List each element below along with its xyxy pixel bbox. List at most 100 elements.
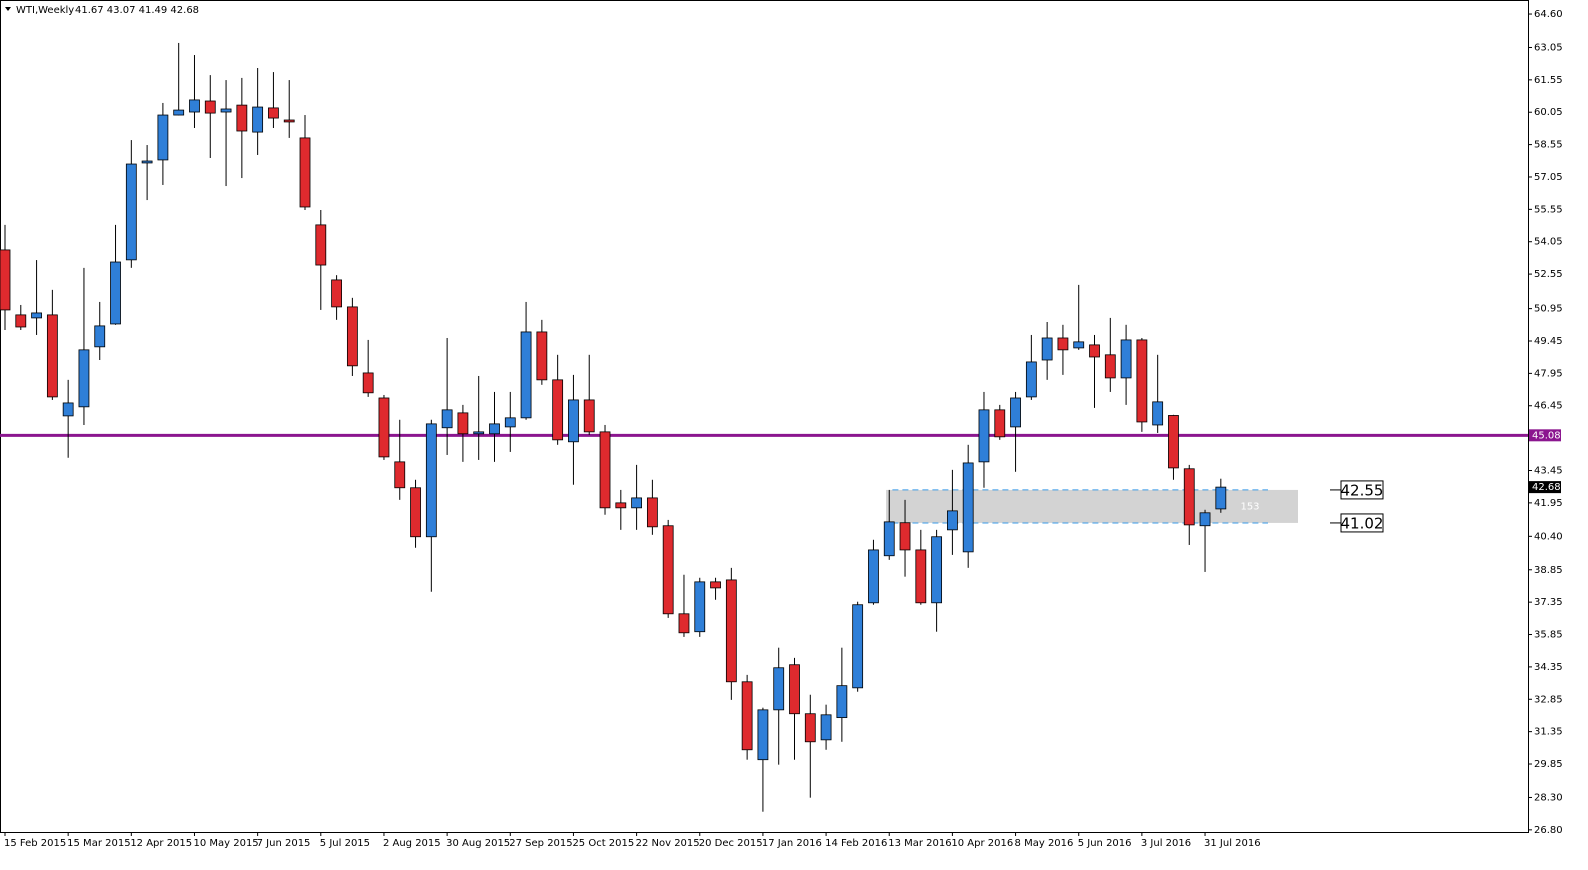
y-tick-label: 29.85 bbox=[1534, 759, 1563, 770]
candle-body bbox=[1199, 512, 1211, 527]
candle-body bbox=[173, 109, 185, 116]
candle-body bbox=[1120, 339, 1132, 379]
candle-body bbox=[441, 409, 453, 429]
y-tick-label: 52.55 bbox=[1534, 269, 1563, 280]
candle-body bbox=[394, 461, 406, 489]
x-tick-label: 31 Jul 2016 bbox=[1204, 838, 1261, 849]
x-tick-label: 15 Mar 2015 bbox=[67, 838, 130, 849]
x-tick-label: 10 Apr 2016 bbox=[951, 838, 1013, 849]
candle-body bbox=[915, 549, 927, 604]
y-tick-label: 31.35 bbox=[1534, 727, 1563, 738]
candle-body bbox=[489, 423, 500, 435]
x-tick-label: 8 May 2016 bbox=[1015, 838, 1074, 849]
candle-body bbox=[346, 306, 358, 367]
candle-body bbox=[583, 399, 595, 433]
candle-body bbox=[646, 497, 658, 528]
candle-body bbox=[15, 314, 27, 328]
candle-body bbox=[757, 709, 769, 761]
x-tick-label: 30 Aug 2015 bbox=[446, 838, 510, 849]
candle-body bbox=[331, 279, 342, 308]
candle-body bbox=[1041, 337, 1053, 361]
plot-frame bbox=[0, 0, 1529, 833]
last-price-label: 42.68 bbox=[1532, 482, 1561, 493]
candle-body bbox=[978, 409, 990, 463]
symbol-title: WTI,Weekly bbox=[16, 5, 74, 16]
y-tick-label: 54.05 bbox=[1534, 237, 1563, 248]
candle-body bbox=[773, 667, 785, 711]
x-tick-label: 12 Apr 2015 bbox=[130, 838, 192, 849]
hline-price-box bbox=[1529, 429, 1561, 442]
y-tick-label: 35.85 bbox=[1534, 630, 1563, 641]
candle-body bbox=[631, 497, 642, 509]
candle-body bbox=[504, 417, 516, 428]
candle-body bbox=[552, 379, 564, 441]
candle-body bbox=[883, 521, 895, 557]
y-tick-label: 50.95 bbox=[1534, 304, 1563, 315]
x-tick-label: 20 Dec 2015 bbox=[699, 838, 763, 849]
candle-body bbox=[425, 423, 437, 538]
candle-body bbox=[78, 349, 90, 408]
candle-body bbox=[204, 100, 216, 114]
hline-price-label: 45.08 bbox=[1532, 430, 1561, 441]
y-tick-label: 41.95 bbox=[1534, 498, 1563, 509]
x-tick-label: 5 Jun 2016 bbox=[1078, 838, 1132, 849]
y-tick-label: 37.35 bbox=[1534, 597, 1563, 608]
candle-body bbox=[62, 402, 74, 417]
candle-body bbox=[189, 99, 200, 113]
candle-body bbox=[536, 331, 548, 381]
last-price-box bbox=[1529, 481, 1561, 494]
candle-body bbox=[1136, 339, 1148, 423]
candle-body bbox=[852, 604, 864, 689]
x-tick-label: 17 Jan 2016 bbox=[762, 838, 822, 849]
candle-body bbox=[615, 502, 627, 509]
candle-body bbox=[1152, 401, 1164, 426]
candle-body bbox=[410, 487, 421, 538]
candle-body bbox=[868, 549, 879, 604]
y-tick-label: 60.05 bbox=[1534, 107, 1563, 118]
candle-body bbox=[1057, 337, 1069, 351]
candle-body bbox=[252, 106, 264, 133]
x-tick-label: 13 Mar 2016 bbox=[888, 838, 951, 849]
candle-body bbox=[947, 510, 958, 531]
y-tick-label: 63.05 bbox=[1534, 42, 1563, 53]
candle-body bbox=[220, 108, 232, 113]
candle-body bbox=[962, 462, 974, 553]
y-tick-label: 61.55 bbox=[1534, 75, 1563, 86]
y-tick-label: 47.95 bbox=[1534, 368, 1563, 379]
candle-body bbox=[899, 522, 911, 551]
candle-body bbox=[662, 525, 674, 615]
y-tick-label: 55.55 bbox=[1534, 204, 1563, 215]
candle-body bbox=[1215, 486, 1227, 510]
candle-body bbox=[236, 104, 248, 132]
level-label: 41.02 bbox=[1341, 514, 1384, 532]
level-box bbox=[1340, 480, 1384, 500]
ohlc-info: 41.67 43.07 41.49 42.68 bbox=[75, 5, 199, 16]
x-tick-label: 5 Jul 2015 bbox=[320, 838, 370, 849]
candle-body bbox=[678, 613, 690, 634]
menu-icon[interactable] bbox=[5, 7, 11, 11]
x-tick-label: 27 Sep 2015 bbox=[509, 838, 572, 849]
zone-label: 153 bbox=[1240, 501, 1259, 512]
y-tick-label: 28.30 bbox=[1534, 792, 1563, 803]
y-tick-label: 58.55 bbox=[1534, 140, 1563, 151]
candle-body bbox=[1168, 415, 1179, 469]
y-tick-label: 49.45 bbox=[1534, 336, 1563, 347]
candle-body bbox=[599, 431, 611, 509]
candle-body bbox=[931, 536, 943, 604]
y-tick-label: 46.45 bbox=[1534, 401, 1563, 412]
x-tick-label: 10 May 2015 bbox=[193, 838, 258, 849]
y-tick-label: 57.05 bbox=[1534, 172, 1563, 183]
candle-body bbox=[820, 714, 832, 741]
x-tick-label: 2 Aug 2015 bbox=[383, 838, 441, 849]
candle-body bbox=[694, 581, 706, 633]
candle-body bbox=[1010, 397, 1021, 428]
candle-body bbox=[725, 579, 737, 683]
candle-body bbox=[1104, 354, 1116, 379]
candle-body bbox=[110, 261, 121, 325]
candle-body bbox=[1073, 341, 1085, 349]
candle-body bbox=[568, 399, 579, 443]
x-tick-label: 15 Feb 2015 bbox=[4, 838, 66, 849]
candle-body bbox=[994, 409, 1006, 438]
candle-body bbox=[1025, 361, 1037, 398]
